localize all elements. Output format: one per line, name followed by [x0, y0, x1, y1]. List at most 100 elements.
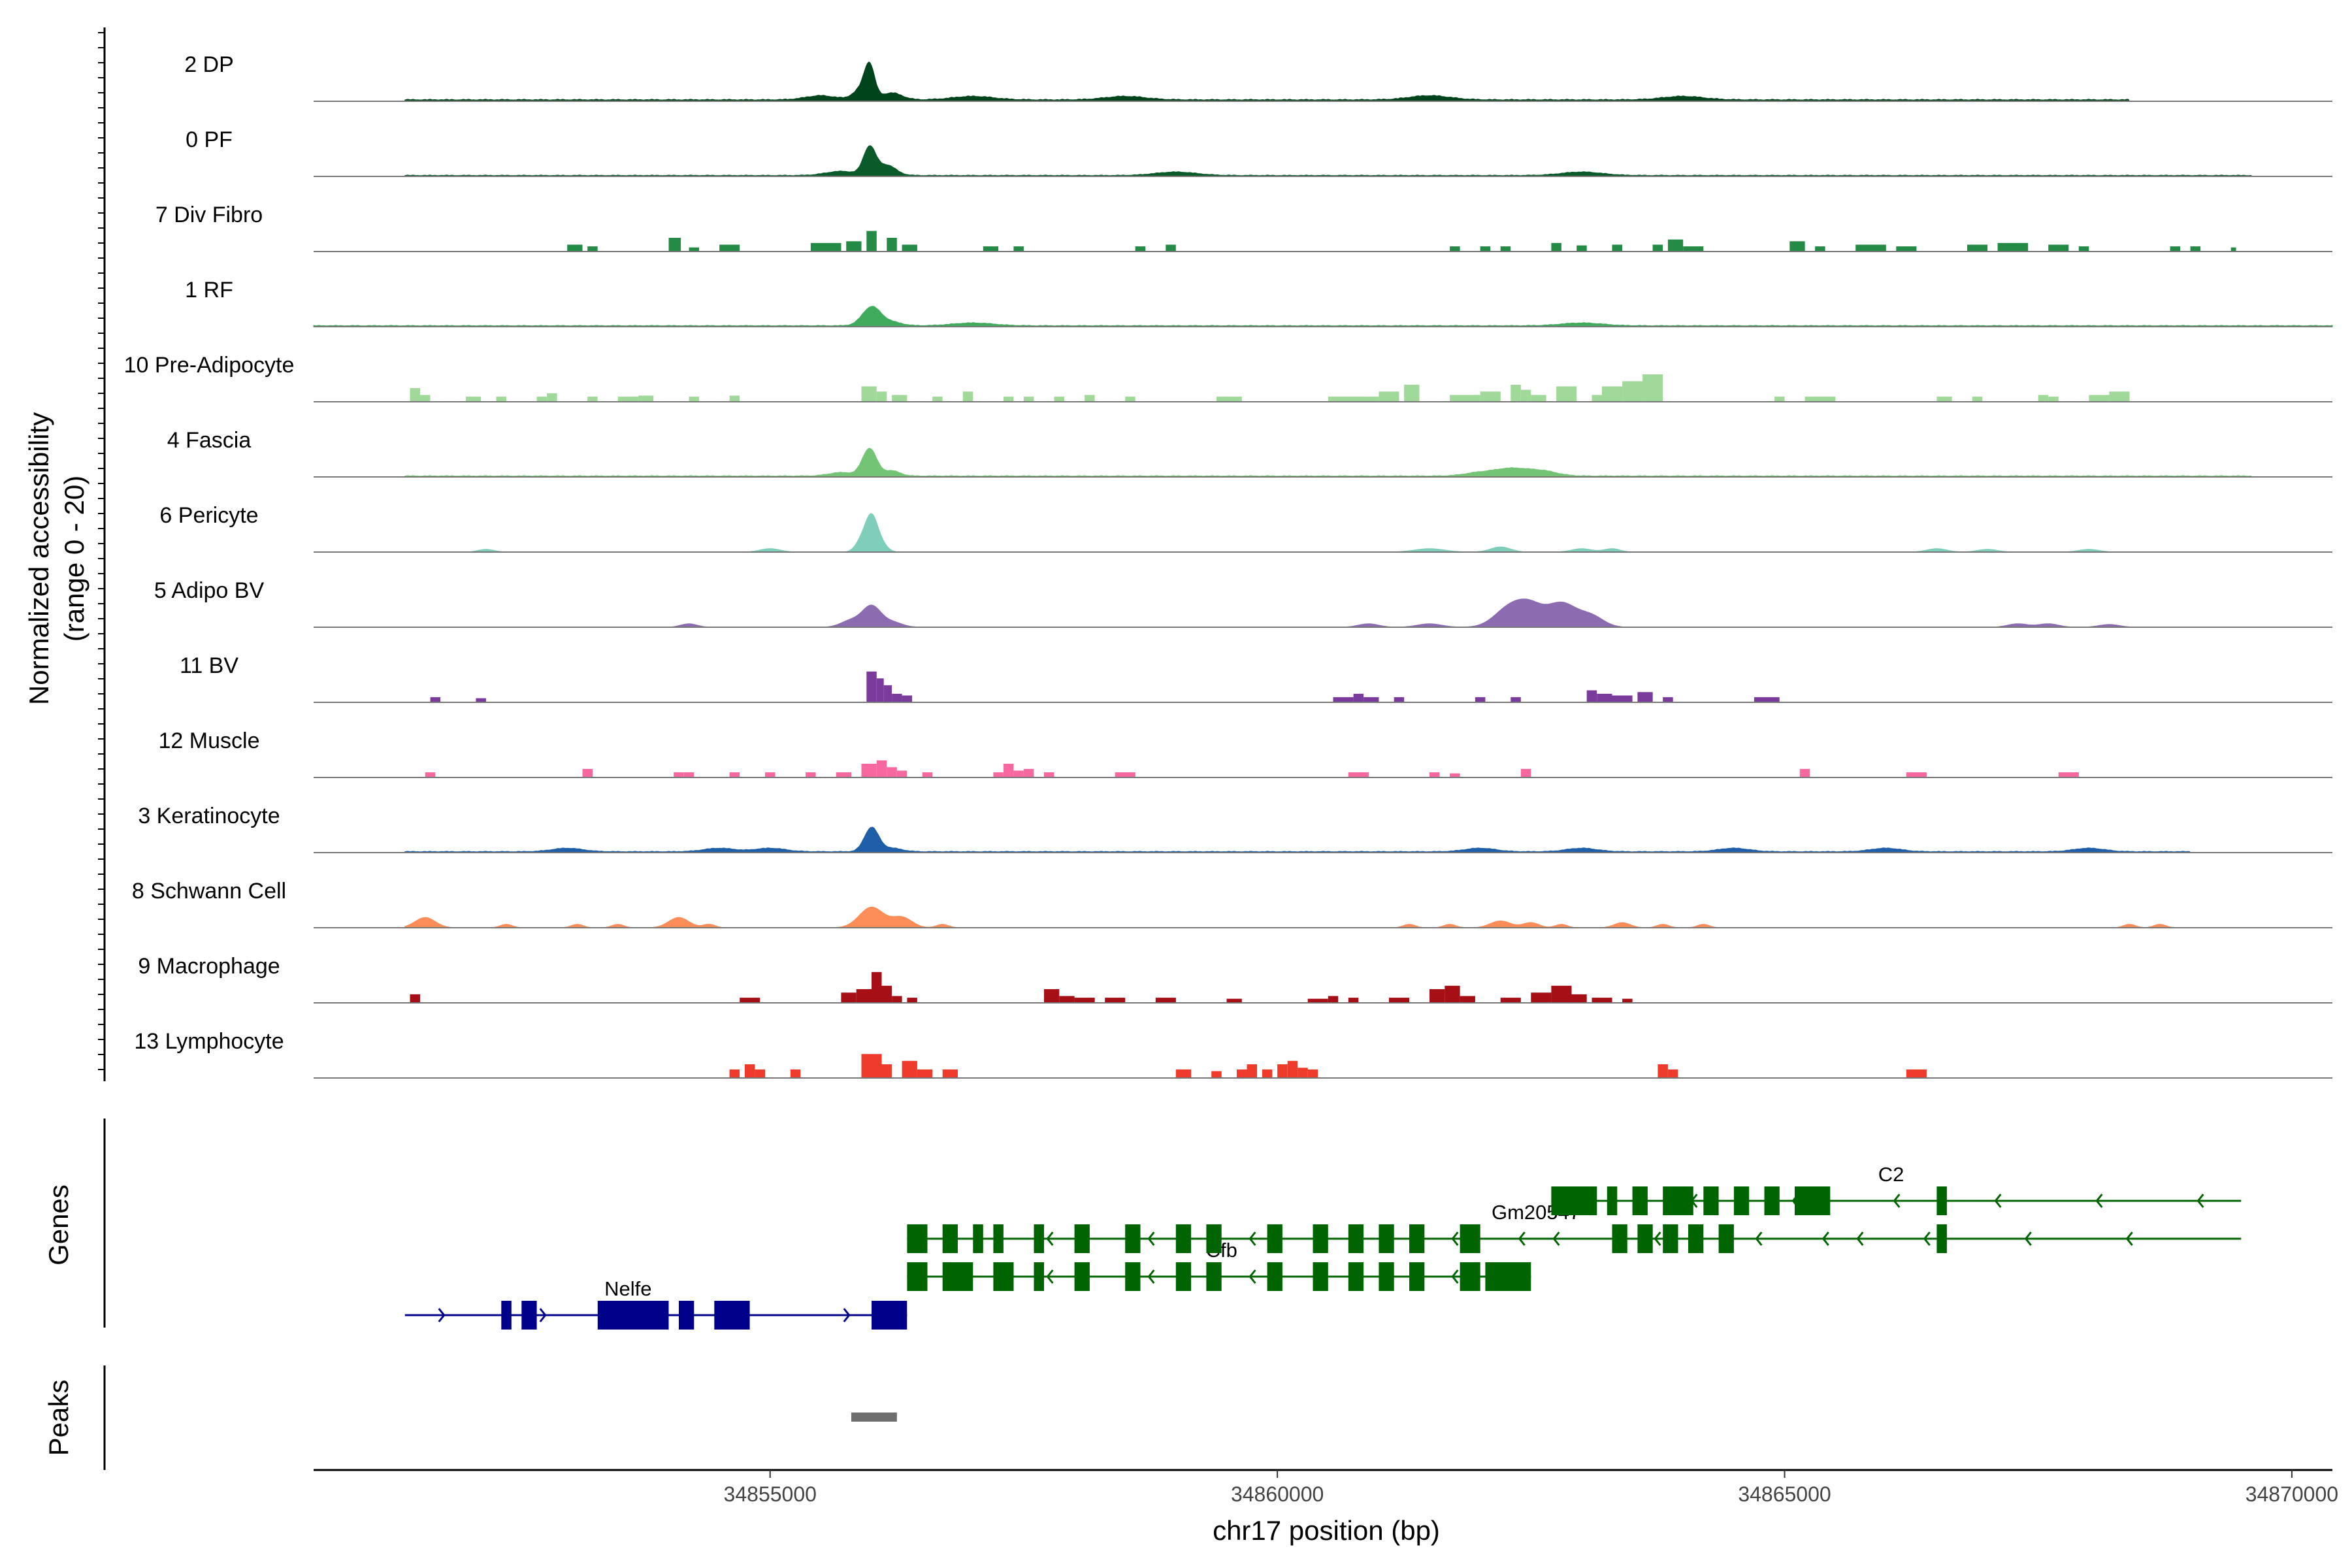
exon [1460, 1262, 1480, 1291]
exon [1175, 1224, 1192, 1253]
coverage-bar [1394, 697, 1405, 702]
strand-arrow-left [1994, 1194, 2002, 1208]
coverage-bar [861, 764, 877, 777]
exon [1409, 1262, 1425, 1291]
coverage-bar [755, 1069, 765, 1078]
strand-arrow-left [1451, 1232, 1459, 1246]
coverage-bar [1298, 1068, 1308, 1079]
coverage-area [404, 906, 2251, 928]
exon [1074, 1262, 1090, 1291]
coverage-bar [729, 1069, 740, 1078]
track-3-keratinocyte: 3 Keratinocyte [138, 804, 2332, 853]
strand-arrow-right [438, 1308, 446, 1322]
coverage-bar [1364, 697, 1379, 702]
coverage-area [404, 598, 2251, 628]
coverage-bar [932, 397, 943, 402]
exon [1612, 1224, 1627, 1253]
coverage-bar [729, 395, 740, 402]
track-label: 2 DP [184, 52, 234, 77]
exon [1551, 1186, 1597, 1215]
coverage-bar [425, 772, 436, 777]
coverage-bar [806, 772, 816, 777]
coverage-bar [587, 397, 598, 402]
coverage-bar [1511, 697, 1521, 702]
coverage-bar [1237, 1069, 1247, 1078]
coverage-bar [1612, 244, 1622, 252]
genes-track-title: Genes [43, 1184, 74, 1266]
coverage-bar [887, 767, 897, 778]
coverage-bar [1531, 992, 1552, 1004]
x-tick-label: 34865000 [1738, 1482, 1831, 1506]
exon [1764, 1186, 1780, 1215]
track-label: 7 Div Fibro [155, 203, 263, 227]
exon [1688, 1224, 1704, 1253]
coverage-bar [1429, 989, 1445, 1003]
track-10-pre-adipocyte: 10 Pre-Adipocyte [124, 353, 2332, 402]
coverage-bar [1576, 245, 1587, 252]
coverage-bar [1667, 1069, 1678, 1078]
y-axis-title: Normalized accessibility [24, 412, 54, 705]
coverage-area [404, 826, 2191, 853]
strand-arrow-left [2125, 1232, 2133, 1246]
exon [1125, 1224, 1141, 1253]
strand-arrow-left [1923, 1232, 1931, 1246]
coverage-bar [790, 1069, 801, 1078]
coverage-bar [1460, 996, 1475, 1003]
coverage-bar [1166, 244, 1176, 252]
track-11-bv: 11 BV [180, 653, 2332, 703]
coverage-bar [567, 244, 583, 252]
coverage-bar [420, 395, 431, 402]
strand-arrow-left [1893, 1194, 1901, 1208]
strand-arrow-left [1249, 1269, 1256, 1284]
track-13-lymphocyte: 13 Lymphocyte [134, 1029, 2332, 1079]
coverage-bar [887, 238, 897, 252]
track-8-schwann-cell: 8 Schwann Cell [132, 879, 2332, 928]
coverage-bar [922, 772, 933, 777]
coverage-bar [1597, 693, 1612, 702]
track-label: 9 Macrophage [138, 954, 280, 979]
exon [597, 1301, 669, 1330]
coverage-bar [1799, 768, 1810, 777]
coverage-bar [1592, 395, 1602, 402]
coverage-bar [902, 244, 917, 252]
coverage-bar [668, 238, 681, 252]
exon [1936, 1224, 1947, 1253]
coverage-bar [810, 242, 841, 252]
coverage-bar [582, 768, 593, 777]
exon [714, 1301, 750, 1330]
x-tick-label: 34870000 [2246, 1482, 2338, 1506]
coverage-bar [1637, 692, 1653, 703]
coverage-bar [1125, 397, 1135, 402]
coverage-bar [1175, 1069, 1192, 1078]
exon [1034, 1224, 1044, 1253]
coverage-bar [1277, 1064, 1288, 1078]
exon [1460, 1224, 1480, 1253]
exon [1718, 1224, 1734, 1253]
coverage-bar [1307, 1069, 1318, 1078]
coverage-bar [1896, 246, 1917, 252]
coverage-bar [1480, 391, 1501, 402]
coverage-bar [719, 244, 740, 252]
coverage-bar [1023, 397, 1034, 402]
exon [1379, 1262, 1394, 1291]
coverage-bar [765, 772, 776, 777]
strand-arrow-left [1147, 1269, 1155, 1284]
track-label: 6 Pericyte [159, 503, 258, 528]
coverage-bar [410, 994, 420, 1003]
track-4-fascia: 4 Fascia [167, 428, 2332, 478]
coverage-bar [1556, 386, 1577, 402]
coverage-bar [740, 998, 760, 1003]
exon [1663, 1224, 1678, 1253]
coverage-bar [942, 1069, 958, 1078]
coverage-bar [1379, 391, 1399, 402]
coverage-bar [617, 397, 638, 402]
exon [942, 1262, 973, 1291]
coverage-bar [1475, 697, 1486, 702]
coverage-bar [683, 772, 694, 777]
exon [1206, 1262, 1222, 1291]
coverage-bar [856, 989, 872, 1003]
strand-arrow-left [1518, 1232, 1526, 1246]
exon [1125, 1262, 1141, 1291]
coverage-bar [1511, 384, 1521, 402]
coverage-bar [861, 386, 877, 402]
